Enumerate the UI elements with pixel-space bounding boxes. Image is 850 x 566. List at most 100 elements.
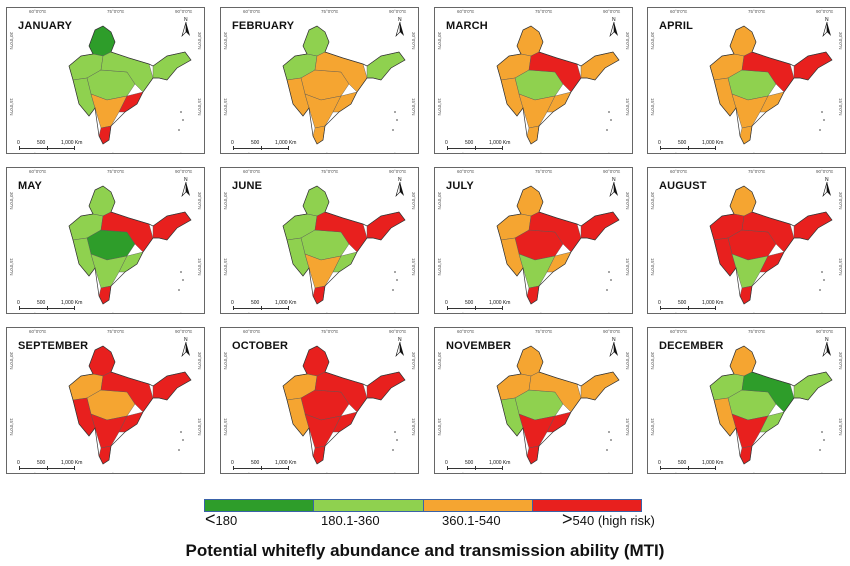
region-south	[90, 413, 128, 449]
month-label: OCTOBER	[232, 340, 289, 352]
scale-tick	[715, 146, 716, 150]
longitude-tick-label: 90°0'0"E	[603, 152, 620, 153]
latitude-tick-label: 30°0'0"N	[197, 32, 202, 50]
longitude-tick-label: 75°0'0"E	[748, 169, 766, 174]
longitude-tick-label: 90°0'0"E	[389, 169, 407, 174]
longitude-tick-label: 75°0'0"E	[321, 329, 339, 334]
longitude-tick-label: 75°0'0"E	[321, 9, 339, 14]
region-south	[731, 93, 769, 129]
latitude-tick-label: 15°0'0"N	[650, 98, 655, 116]
longitude-tick-label: 75°0'0"E	[535, 312, 552, 313]
india-risk-map	[68, 185, 192, 305]
longitude-tick-label: 90°0'0"E	[816, 312, 833, 313]
legend-label-high: >540 (high risk)	[562, 509, 655, 529]
longitude-tick-label: 60°0'0"E	[243, 329, 261, 334]
longitude-tick-label: 90°0'0"E	[389, 312, 406, 313]
scale-label-mid: 500	[678, 300, 687, 306]
longitude-tick-label: 60°0'0"E	[29, 329, 47, 334]
latitude-tick-label: 30°0'0"N	[197, 352, 202, 370]
scale-label-mid: 500	[465, 460, 474, 466]
scale-label-mid: 500	[37, 300, 46, 306]
india-risk-map	[282, 25, 406, 145]
island-marker	[606, 289, 608, 291]
region-south	[518, 413, 556, 449]
latitude-tick-label: 15°0'0"N	[197, 258, 202, 276]
island-marker	[396, 439, 398, 441]
latitude-tick-label: 15°0'0"N	[9, 98, 14, 116]
scale-tick	[502, 466, 503, 470]
longitude-tick-label: 90°0'0"E	[175, 329, 193, 334]
map-panel-august: 60°0'0"E 75°0'0"E 90°0'0"E 60°0'0"E 75°0'0"E…	[647, 167, 846, 314]
scale-label-zero: 0	[445, 140, 448, 146]
region-south	[518, 93, 556, 129]
longitude-tick-label: 60°0'0"E	[457, 9, 475, 14]
latitude-tick-label: 30°0'0"N	[223, 32, 228, 50]
latitude-tick-label: 30°0'0"N	[625, 352, 630, 370]
scale-tick	[660, 466, 661, 470]
scale-tick	[74, 466, 75, 470]
scale-label-max: 1,000 Km	[61, 460, 83, 466]
scale-label-max: 1,000 Km	[61, 140, 83, 146]
scale-label-zero: 0	[17, 460, 20, 466]
north-arrow-icon: N	[181, 17, 190, 38]
region-northeast	[366, 371, 406, 401]
region-south-tip	[98, 445, 112, 465]
svg-text:N: N	[398, 17, 402, 23]
svg-text:N: N	[398, 337, 402, 343]
island-marker	[180, 271, 182, 273]
longitude-tick-label: 90°0'0"E	[816, 152, 833, 153]
scale-tick	[261, 306, 262, 310]
longitude-tick-label: 90°0'0"E	[816, 9, 834, 14]
island-marker	[392, 449, 394, 451]
scale-tick	[288, 466, 289, 470]
month-label: SEPTEMBER	[18, 340, 89, 352]
mti-color-legend	[204, 499, 642, 512]
longitude-tick-label: 60°0'0"E	[243, 9, 261, 14]
scale-label-zero: 0	[231, 460, 234, 466]
island-marker	[823, 439, 825, 441]
longitude-tick-label: 60°0'0"E	[670, 472, 687, 473]
region-northeast	[152, 371, 192, 401]
island-marker	[396, 279, 398, 281]
scale-tick	[47, 466, 48, 470]
island-marker	[392, 289, 394, 291]
island-marker	[182, 279, 184, 281]
island-marker	[180, 431, 182, 433]
longitude-tick-label: 75°0'0"E	[107, 9, 125, 14]
latitude-tick-label: 15°0'0"N	[9, 258, 14, 276]
map-panel-december: 60°0'0"E 75°0'0"E 90°0'0"E 60°0'0"E 75°0'0"E…	[647, 327, 846, 474]
scale-tick	[688, 306, 689, 310]
country-outline	[68, 185, 192, 305]
north-arrow-icon: N	[609, 177, 618, 198]
scale-tick	[233, 466, 234, 470]
longitude-tick-label: 75°0'0"E	[535, 152, 552, 153]
latitude-tick-label: 15°0'0"N	[197, 418, 202, 436]
island-marker	[178, 129, 180, 131]
scale-label-mid: 500	[251, 300, 260, 306]
longitude-tick-label: 90°0'0"E	[389, 329, 407, 334]
island-marker	[819, 289, 821, 291]
longitude-tick-label: 90°0'0"E	[603, 472, 620, 473]
latitude-tick-label: 30°0'0"N	[838, 32, 843, 50]
region-south	[304, 413, 342, 449]
legend-label-low: <180	[205, 509, 238, 529]
legend-label-medium-high: 360.1-540	[442, 513, 501, 528]
longitude-tick-label: 75°0'0"E	[321, 169, 339, 174]
scale-tick	[261, 146, 262, 150]
longitude-tick-label: 75°0'0"E	[535, 329, 553, 334]
region-northeast	[793, 371, 833, 401]
scale-label-mid: 500	[678, 140, 687, 146]
svg-text:N: N	[184, 177, 188, 183]
longitude-tick-label: 60°0'0"E	[29, 312, 46, 313]
map-panel-october: 60°0'0"E 75°0'0"E 90°0'0"E 60°0'0"E 75°0'0"E…	[220, 327, 419, 474]
island-marker	[392, 129, 394, 131]
longitude-tick-label: 90°0'0"E	[389, 9, 407, 14]
north-arrow-icon: N	[822, 177, 831, 198]
scale-label-zero: 0	[445, 460, 448, 466]
region-south	[90, 93, 128, 129]
island-marker	[608, 431, 610, 433]
longitude-tick-label: 90°0'0"E	[603, 169, 621, 174]
scale-label-max: 1,000 Km	[275, 140, 297, 146]
scale-tick	[74, 146, 75, 150]
island-marker	[606, 449, 608, 451]
